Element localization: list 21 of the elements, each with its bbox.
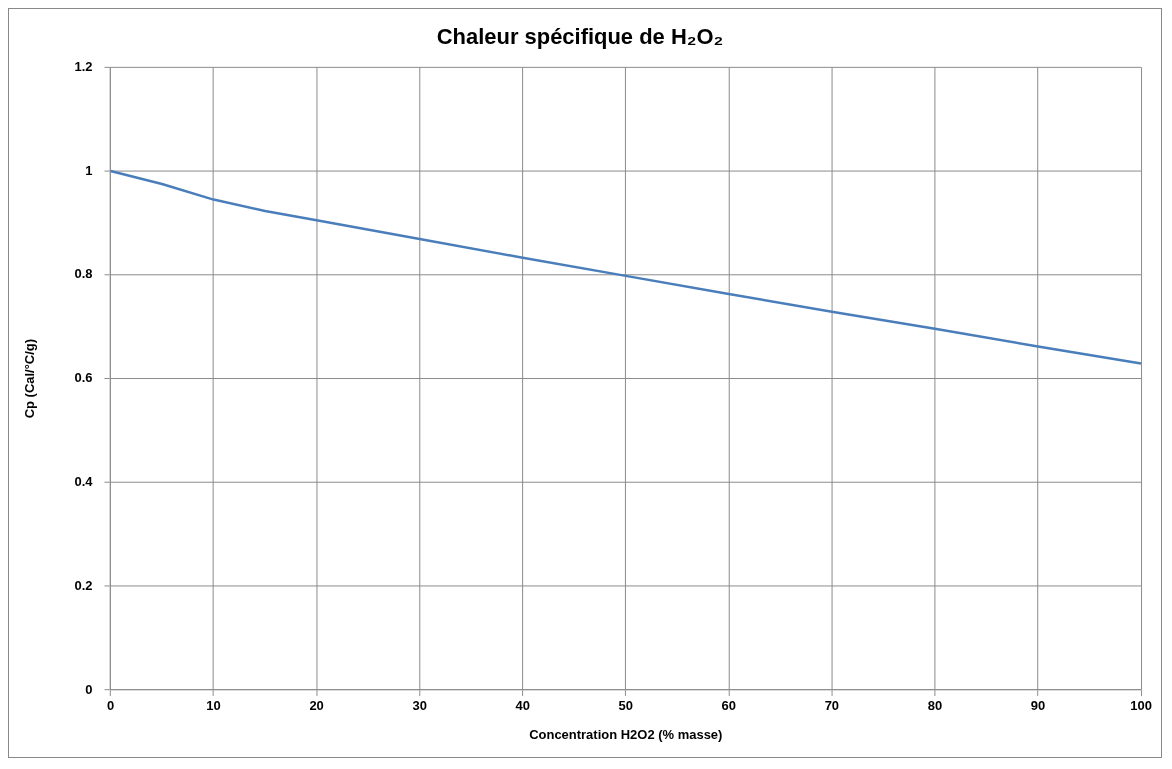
y-tick-label: 0.2	[74, 577, 93, 593]
x-tick-label: 60	[721, 698, 737, 714]
x-tick-label: 30	[412, 698, 427, 714]
x-tick-label: 10	[206, 698, 221, 714]
x-tick-label: 90	[1030, 698, 1046, 714]
y-tick-label: 0.4	[74, 473, 94, 489]
x-tick-label: 40	[515, 698, 530, 714]
x-tick-label: 0	[106, 698, 115, 714]
x-tick-label: 70	[824, 698, 840, 714]
y-tick-label: 0.6	[74, 370, 93, 386]
y-tick-label: 0	[85, 681, 93, 697]
x-tick-label: 100	[1130, 698, 1152, 714]
x-tick-label: 20	[309, 698, 324, 714]
x-tick-label: 80	[927, 698, 943, 714]
x-tick-label: 50	[618, 698, 633, 714]
chart-title: Chaleur spécifique de H₂O₂	[436, 24, 724, 50]
x-axis-title: Concentration H2O2 (% masse)	[529, 726, 723, 742]
y-tick-label: 0.8	[74, 266, 93, 282]
y-tick-label: 1.2	[74, 58, 93, 74]
y-axis-title: Cp (Cal/°C/g)	[22, 338, 38, 419]
y-tick-label: 1	[85, 162, 93, 178]
